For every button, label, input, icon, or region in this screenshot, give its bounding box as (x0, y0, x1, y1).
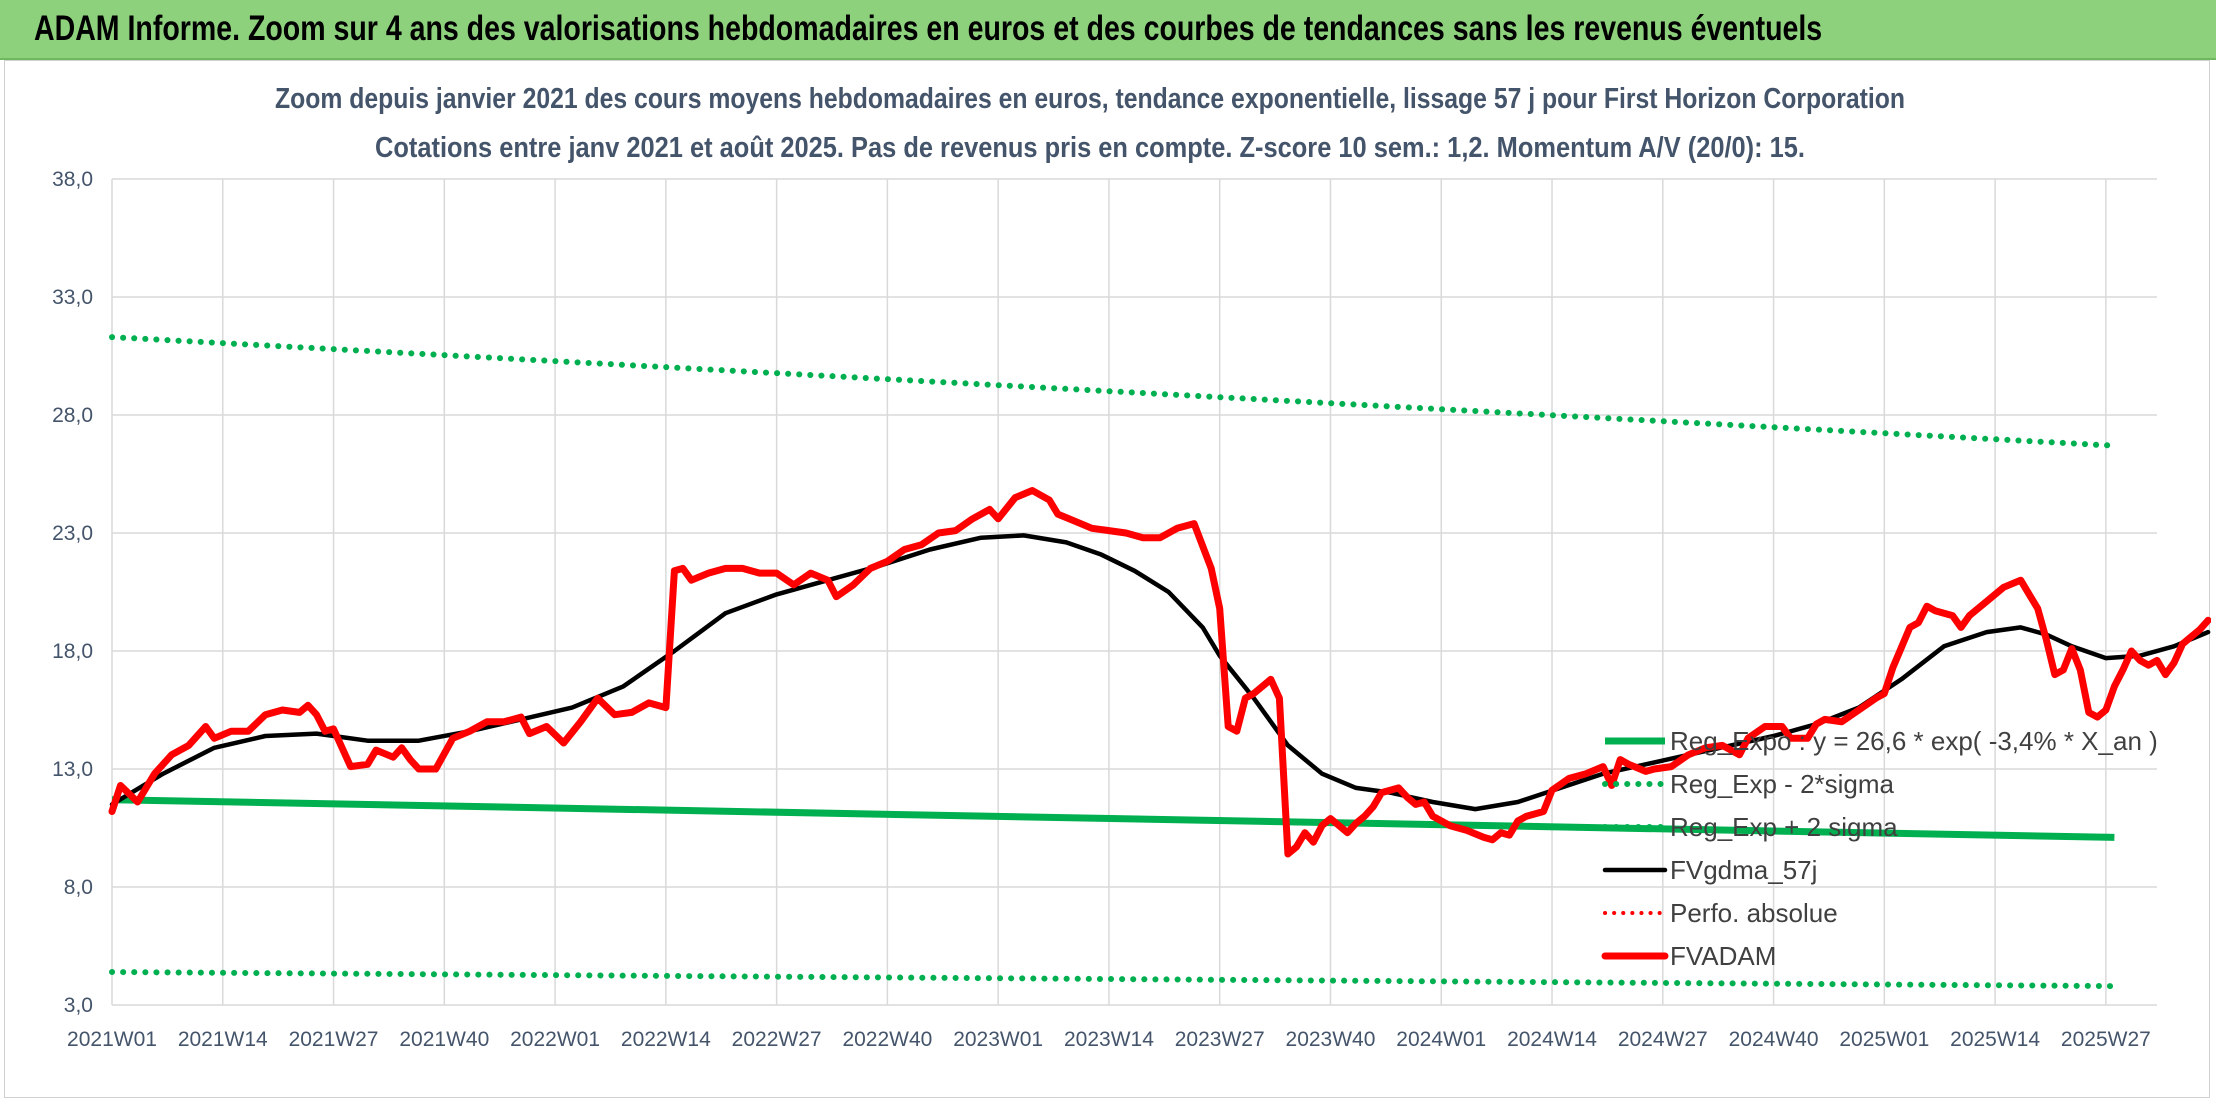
fvadam-line (108, 487, 2211, 858)
y-tick-label: 8,0 (64, 876, 93, 899)
reg-exp-plus-2sigma-line (109, 334, 2118, 449)
x-tick-label: 2025W14 (1950, 1028, 2040, 1051)
y-tick-label: 13,0 (52, 758, 93, 781)
legend-fvadam-label: FVADAM (1670, 941, 1776, 971)
report-title: ADAM Informe. Zoom sur 4 ans des valoris… (34, 9, 1823, 48)
chart-frame: Zoom depuis janvier 2021 des cours moyen… (4, 60, 2211, 1098)
legend-reg-exp-plus-label: Reg_Exp + 2 sigma (1670, 812, 1898, 842)
x-tick-label: 2021W14 (178, 1028, 268, 1051)
x-tick-label: 2024W40 (1729, 1028, 1819, 1051)
x-tick-label: 2022W40 (842, 1028, 932, 1051)
x-tick-label: 2023W14 (1064, 1028, 1154, 1051)
x-tick-label: 2023W40 (1286, 1028, 1376, 1051)
x-tick-label: 2021W01 (67, 1028, 157, 1051)
y-tick-label: 18,0 (52, 640, 93, 663)
x-tick-label: 2025W27 (2061, 1028, 2151, 1051)
x-tick-label: 2022W14 (621, 1028, 711, 1051)
x-tick-label: 2024W01 (1396, 1028, 1486, 1051)
x-tick-label: 2022W01 (510, 1028, 600, 1051)
chart-title: Zoom depuis janvier 2021 des cours moyen… (275, 83, 1905, 115)
chart-subtitle: Cotations entre janv 2021 et août 2025. … (375, 132, 1805, 164)
x-tick-label: 2021W27 (289, 1028, 379, 1051)
x-tick-label: 2023W01 (953, 1028, 1043, 1051)
y-axis: 3,0 8,0 13,0 18,0 23,0 28,0 33,0 38,0 (52, 168, 93, 1017)
reg-exp-minus-2sigma-line (109, 969, 2118, 990)
legend-fvgdma-label: FVgdma_57j (1670, 855, 1817, 885)
reg-expo-line (111, 796, 2115, 841)
x-tick-label: 2022W27 (732, 1028, 822, 1051)
y-tick-label: 38,0 (52, 168, 93, 191)
report-banner: ADAM Informe. Zoom sur 4 ans des valoris… (0, 0, 2216, 60)
legend-reg-expo-label: Reg_Expo : y = 26,6 * exp( -3,4% * X_an … (1670, 726, 2158, 756)
x-tick-label: 2021W40 (399, 1028, 489, 1051)
x-tick-label: 2024W27 (1618, 1028, 1708, 1051)
y-tick-label: 28,0 (52, 404, 93, 427)
legend: Reg_Expo : y = 26,6 * exp( -3,4% * X_an … (1601, 726, 2158, 971)
y-tick-label: 23,0 (52, 522, 93, 545)
legend-perfo-label: Perfo. absolue (1670, 898, 1838, 928)
y-tick-label: 3,0 (64, 994, 93, 1017)
x-axis: 2021W01 2021W14 2021W27 2021W40 2022W01 2022W… (67, 1028, 2151, 1051)
y-tick-label: 33,0 (52, 286, 93, 309)
grid (111, 178, 2157, 1006)
x-tick-label: 2023W27 (1175, 1028, 1265, 1051)
x-tick-label: 2025W01 (1839, 1028, 1929, 1051)
legend-reg-exp-minus-label: Reg_Exp - 2*sigma (1670, 769, 1895, 799)
line-chart: Zoom depuis janvier 2021 des cours moyen… (52, 83, 2211, 1051)
x-tick-label: 2024W14 (1507, 1028, 1597, 1051)
fvgdma-57j-line (109, 533, 2211, 812)
plot-series (108, 334, 2211, 990)
